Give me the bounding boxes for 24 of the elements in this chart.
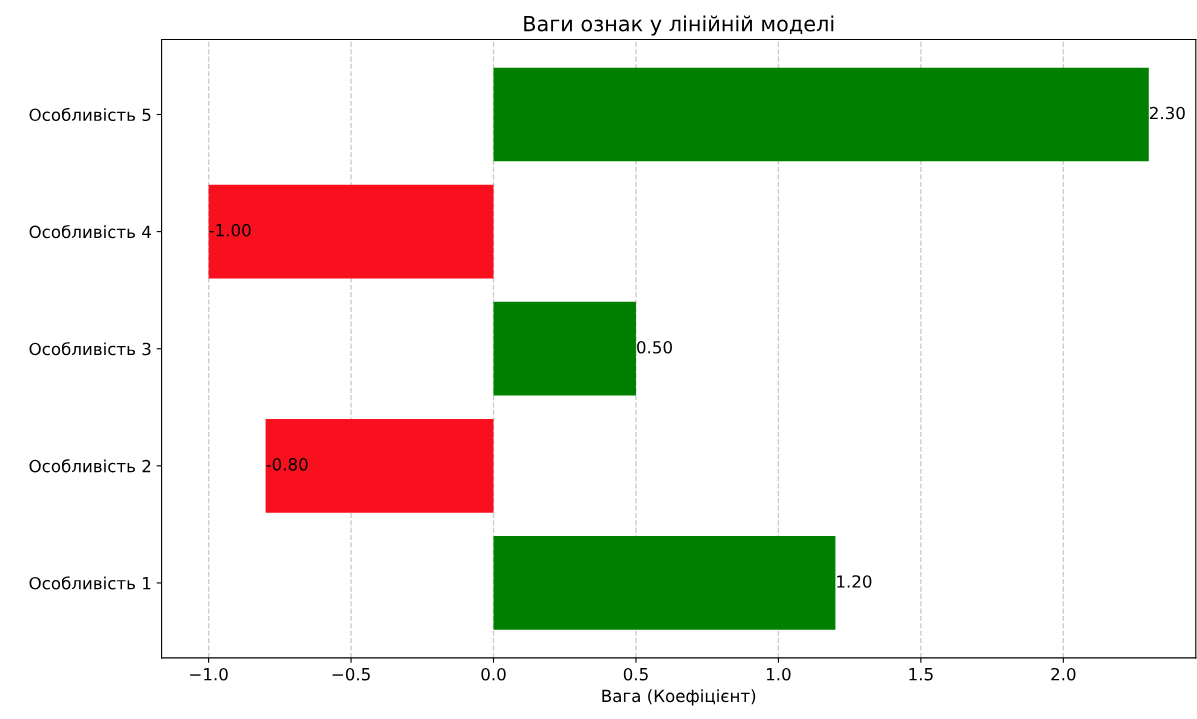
data-label: 2.30 (1150, 106, 1185, 120)
bar (265, 418, 494, 513)
data-label: -0.80 (266, 458, 308, 471)
y-tick-label: Особливість 5 (29, 107, 151, 122)
bar (208, 184, 494, 279)
x-axis-title: Вага (Коефіцієнт) (602, 689, 756, 706)
y-tick-label: Особливість 1 (29, 576, 151, 590)
y-tick-label: Особливість 2 (29, 459, 151, 473)
y-tick-label: Особливість 3 (29, 342, 151, 356)
x-tick-label: 1.5 (909, 668, 933, 681)
x-tick-label: 0.0 (481, 667, 506, 681)
data-label: 0.50 (637, 340, 672, 354)
x-tick-label: 0.5 (623, 667, 648, 681)
x-tick-label: 1.0 (766, 667, 791, 681)
data-label: 1.20 (837, 575, 872, 588)
data-label: -1.00 (209, 223, 251, 237)
y-tick-label: Особливість 4 (29, 224, 151, 239)
bar (493, 67, 1149, 162)
bar (493, 536, 836, 630)
x-tick-label: −1.0 (190, 667, 228, 681)
chart-title: Ваги ознак у лінійній моделі (524, 15, 834, 36)
x-tick-label: −0.5 (332, 667, 370, 681)
x-tick-label: 2.0 (1051, 667, 1076, 681)
bar (493, 301, 636, 396)
